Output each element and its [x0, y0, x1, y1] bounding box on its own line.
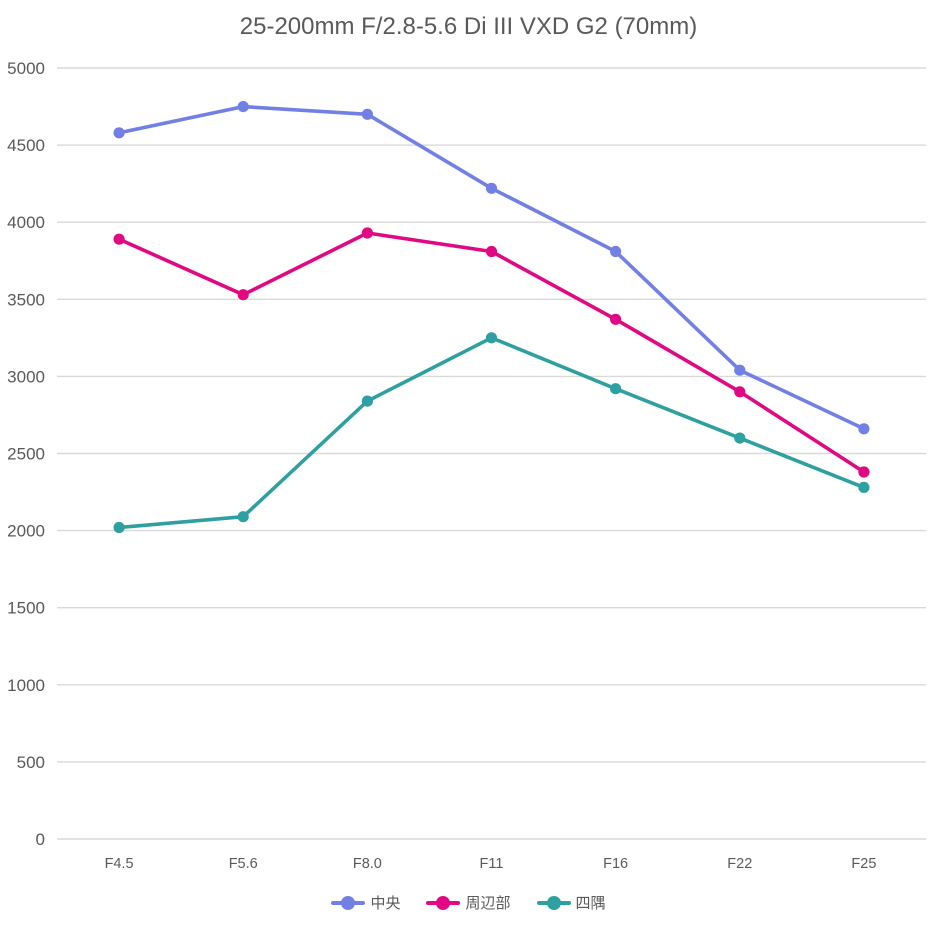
y-tick-label: 4500 [7, 136, 45, 155]
y-tick-label: 5000 [7, 59, 45, 78]
legend-marker-icon [331, 896, 366, 910]
y-tick-label: 2500 [7, 445, 45, 464]
legend-item-periphery: 周辺部 [426, 894, 511, 912]
data-point-marker [858, 481, 870, 493]
series-0 [113, 101, 870, 435]
legend-item-corners: 四隅 [536, 894, 606, 912]
chart-title: 25-200mm F/2.8-5.6 Di III VXD G2 (70mm) [239, 13, 698, 40]
y-tick-label: 0 [36, 830, 45, 849]
data-point-marker [237, 101, 249, 113]
data-point-marker [610, 383, 622, 395]
legend: 中央 周辺部 四隅 [0, 888, 937, 918]
data-point-marker [237, 289, 249, 301]
data-point-marker [113, 233, 125, 245]
data-point-marker [610, 245, 622, 258]
legend-marker-icon [426, 896, 461, 910]
data-point-marker [485, 245, 498, 258]
x-tick-label: F22 [727, 856, 752, 872]
legend-marker-icon [536, 896, 571, 910]
data-point-marker [361, 395, 373, 407]
x-tick-label: F4.5 [105, 856, 134, 872]
series-line [117, 231, 866, 474]
data-point-marker [734, 432, 746, 444]
x-tick-label: F8.0 [353, 856, 382, 872]
data-point-marker [734, 386, 746, 398]
x-tick-label: F16 [603, 856, 628, 872]
data-point-marker [113, 521, 125, 534]
data-point-marker [361, 108, 373, 120]
series-line [117, 335, 866, 530]
y-tick-label: 4000 [7, 213, 45, 232]
series-line [117, 104, 866, 431]
data-point-marker [237, 511, 249, 523]
gridlines [57, 67, 926, 840]
y-axis-tick-labels: 0 500 1000 1500 2000 2500 3000 3500 4000 4500 5000 [7, 59, 45, 849]
y-tick-label: 500 [17, 753, 45, 772]
y-tick-label: 3000 [7, 367, 45, 386]
legend-label-corners: 四隅 [575, 894, 606, 912]
legend-label-center: 中央 [370, 894, 401, 912]
x-tick-label: F25 [851, 856, 876, 872]
data-point-marker [734, 364, 746, 376]
y-tick-label: 1500 [7, 599, 45, 618]
x-tick-label: F11 [480, 856, 504, 872]
legend-item-center: 中央 [331, 896, 400, 911]
x-axis-tick-labels: F4.5 F5.6 F8.0 F11 F16 F22 F25 [105, 856, 877, 872]
data-point-marker [113, 127, 125, 139]
data-point-marker [858, 423, 870, 435]
data-point-marker [361, 227, 373, 239]
data-point-marker [610, 313, 622, 325]
legend-label-periphery: 周辺部 [465, 894, 511, 912]
data-point-marker [858, 466, 870, 478]
series-1 [113, 227, 870, 478]
y-tick-label: 3500 [7, 290, 45, 309]
y-tick-label: 1000 [7, 676, 45, 695]
data-point-marker [485, 182, 498, 194]
x-tick-label: F5.6 [229, 856, 258, 872]
data-point-marker [485, 332, 498, 344]
series-2 [113, 332, 870, 534]
y-tick-label: 2000 [7, 522, 45, 541]
